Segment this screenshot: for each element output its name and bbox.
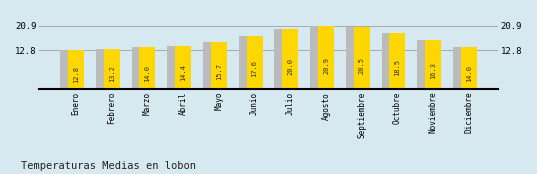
Text: 14.0: 14.0 xyxy=(466,65,472,81)
Bar xyxy=(310,26,326,89)
Bar xyxy=(274,29,291,89)
Bar xyxy=(282,29,299,89)
Text: 20.5: 20.5 xyxy=(359,57,365,74)
Text: 14.4: 14.4 xyxy=(180,64,186,81)
Bar xyxy=(140,47,156,89)
Bar xyxy=(167,46,183,89)
Bar xyxy=(96,49,112,89)
Bar xyxy=(246,36,263,89)
Bar xyxy=(461,47,477,89)
Text: 15.7: 15.7 xyxy=(216,62,222,80)
Bar xyxy=(425,40,441,89)
Bar xyxy=(417,40,433,89)
Text: 17.6: 17.6 xyxy=(251,60,258,77)
Bar xyxy=(211,42,227,89)
Bar xyxy=(68,50,84,89)
Text: 12.8: 12.8 xyxy=(73,66,79,83)
Bar xyxy=(318,26,334,89)
Bar xyxy=(175,46,191,89)
Bar xyxy=(389,33,405,89)
Text: 13.2: 13.2 xyxy=(108,65,115,82)
Text: 14.0: 14.0 xyxy=(144,65,150,81)
Text: 20.9: 20.9 xyxy=(323,57,329,74)
Text: 16.3: 16.3 xyxy=(430,62,436,79)
Bar xyxy=(132,47,148,89)
Text: 20.0: 20.0 xyxy=(287,58,293,75)
Bar xyxy=(453,47,469,89)
Text: Temperaturas Medias en lobon: Temperaturas Medias en lobon xyxy=(21,161,197,171)
Bar xyxy=(60,50,76,89)
Bar xyxy=(346,27,362,89)
Bar xyxy=(203,42,219,89)
Text: 18.5: 18.5 xyxy=(394,59,401,76)
Bar xyxy=(104,49,120,89)
Bar xyxy=(354,27,370,89)
Bar xyxy=(238,36,255,89)
Bar xyxy=(381,33,397,89)
